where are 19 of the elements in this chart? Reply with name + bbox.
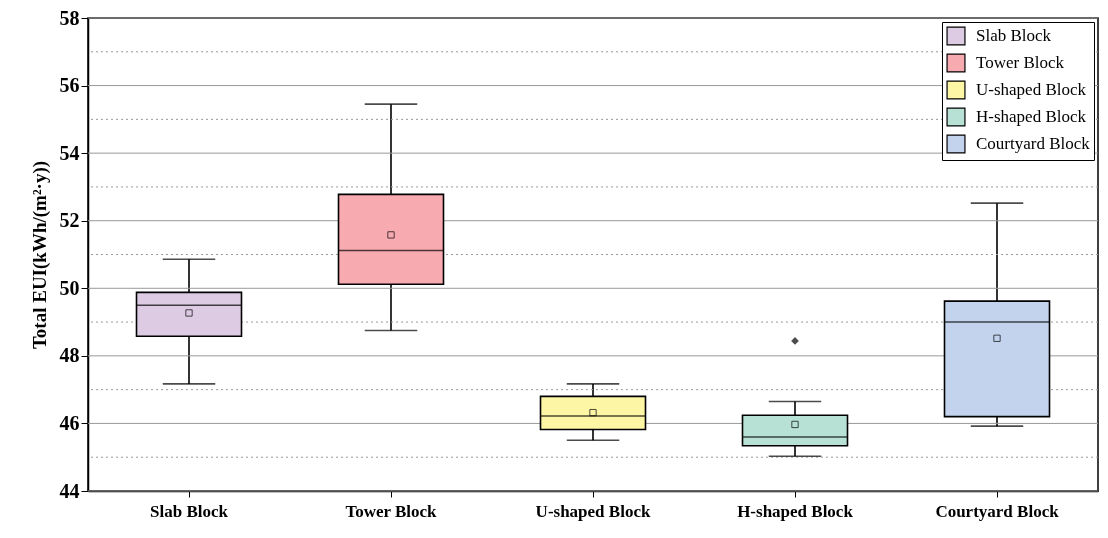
x-tick-label: U-shaped Block bbox=[535, 501, 651, 521]
legend-label: Tower Block bbox=[976, 53, 1065, 72]
y-tick-label: 50 bbox=[59, 276, 80, 299]
x-tick-label: Courtyard Block bbox=[935, 501, 1060, 521]
legend-label: H-shaped Block bbox=[976, 107, 1087, 126]
y-tick-label: 46 bbox=[59, 411, 80, 434]
legend-label: Slab Block bbox=[976, 26, 1052, 45]
x-tick-label: Tower Block bbox=[345, 501, 438, 521]
x-tick-label: Slab Block bbox=[150, 501, 229, 521]
legend-label: U-shaped Block bbox=[976, 80, 1087, 99]
y-tick-label: 48 bbox=[59, 344, 80, 367]
y-tick-label: 44 bbox=[59, 479, 80, 502]
y-tick-label: 54 bbox=[59, 141, 80, 164]
y-axis-title: Total EUI(kWh/(m²·y)) bbox=[28, 160, 51, 350]
y-tick-label: 52 bbox=[59, 209, 80, 232]
legend-label: Courtyard Block bbox=[976, 134, 1091, 153]
y-tick-label: 56 bbox=[59, 74, 80, 97]
y-tick-label: 58 bbox=[59, 6, 80, 29]
x-tick-label: H-shaped Block bbox=[737, 501, 854, 521]
